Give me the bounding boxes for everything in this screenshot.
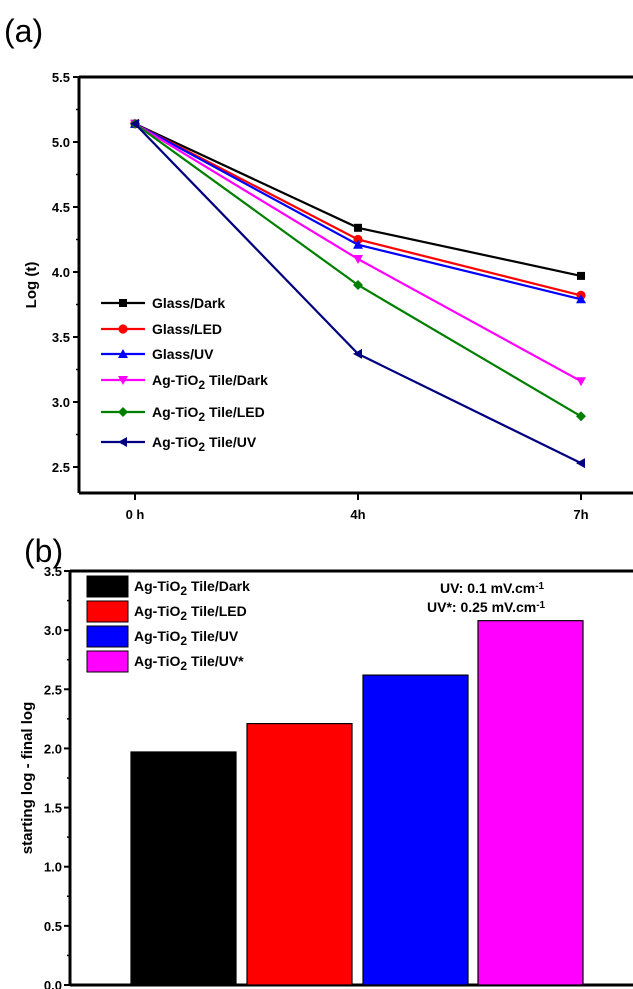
y-tick-label: 3.0	[44, 623, 62, 638]
y-tick-label: 4.5	[52, 200, 70, 215]
series-line	[134, 122, 582, 418]
legend-swatch	[86, 600, 129, 623]
series-line	[134, 122, 582, 297]
data-point	[576, 411, 586, 422]
data-point	[353, 239, 363, 249]
series-line	[134, 122, 582, 277]
legend-a: Glass/Dark Glass/LED Glass/UV Ag-TiO2 Tile/…	[101, 295, 268, 454]
y-tick-label: 0.0	[44, 978, 62, 989]
y-tick-label: 3.5	[44, 564, 62, 579]
legend-label: Ag-TiO2 Tile/Dark	[152, 372, 268, 392]
x-tick-label: 0 h	[126, 507, 145, 522]
legend-swatch	[86, 575, 129, 598]
series-line	[134, 122, 582, 383]
y-tick-label: 3.0	[52, 395, 70, 410]
y-axis-title: Log (t)	[23, 262, 40, 309]
data-point	[577, 271, 585, 280]
legend-marker	[118, 407, 128, 417]
legend-swatch	[86, 650, 129, 673]
series-line	[134, 122, 582, 301]
bar	[246, 722, 353, 986]
bar	[477, 620, 584, 986]
y-tick-label: 0.5	[44, 919, 62, 934]
data-point	[576, 377, 586, 387]
y-tick-label: 5.0	[52, 135, 70, 150]
legend-label: Glass/LED	[152, 321, 222, 337]
legend-label: Ag-TiO2 Tile/UV	[134, 628, 239, 648]
legend-label: Glass/Dark	[152, 295, 225, 311]
y-tick-label: 1.0	[44, 860, 62, 875]
panel-a-label: (a)	[4, 13, 43, 49]
data-point	[130, 118, 139, 129]
legend-label: Glass/UV	[152, 346, 214, 362]
legend-swatch	[86, 625, 129, 648]
data-point	[576, 458, 585, 469]
legend-marker	[119, 299, 127, 307]
legend-label: Ag-TiO2 Tile/LED	[152, 404, 265, 424]
legend-label: Ag-TiO2 Tile/UV	[152, 434, 257, 454]
y-tick-label: 3.5	[52, 330, 70, 345]
panel-b-label: (b)	[24, 533, 63, 569]
data-point	[353, 234, 363, 245]
data-point	[353, 280, 363, 290]
legend-marker	[118, 349, 128, 358]
data-point	[576, 294, 586, 304]
bar	[362, 674, 469, 986]
chart-b: 0.0 0.5 1.0 1.5 2.0 2.5 3.0 3.5 starting log - f…	[19, 564, 633, 989]
y-tick-label: 5.5	[52, 70, 70, 85]
y-tick-label: 1.5	[44, 801, 62, 816]
y-tick-label: 2.0	[44, 741, 62, 756]
y-tick-label: 4.0	[52, 265, 70, 280]
x-tick-label: 7h	[573, 507, 588, 522]
y-tick-label: 2.5	[52, 460, 70, 475]
data-point	[353, 255, 363, 264]
legend-b: Ag-TiO2 Tile/Dark Ag-TiO2 Tile/LED Ag-TiO2…	[86, 575, 250, 673]
y-axis-title: starting log - final log	[19, 702, 36, 855]
y-tick-label: 2.5	[44, 682, 62, 697]
bar	[130, 751, 237, 986]
legend-marker	[118, 324, 128, 334]
legend-label: Ag-TiO2 Tile/UV*	[134, 653, 244, 673]
annotation: UV*: 0.25 mV.cm-1	[427, 599, 546, 615]
x-tick-label: 4h	[350, 507, 365, 522]
legend-label: Ag-TiO2 Tile/LED	[134, 603, 247, 623]
legend-marker	[118, 376, 128, 385]
data-point	[353, 348, 362, 359]
legend-label: Ag-TiO2 Tile/Dark	[134, 578, 250, 598]
annotation: UV: 0.1 mV.cm-1	[440, 580, 545, 596]
legend-marker	[118, 437, 127, 447]
data-point	[354, 223, 362, 232]
chart-a: 2.5 3.0 3.5 4.0 4.5 5.0 5.5 0 h 4h 7h Log (t) Glass…	[23, 70, 633, 522]
